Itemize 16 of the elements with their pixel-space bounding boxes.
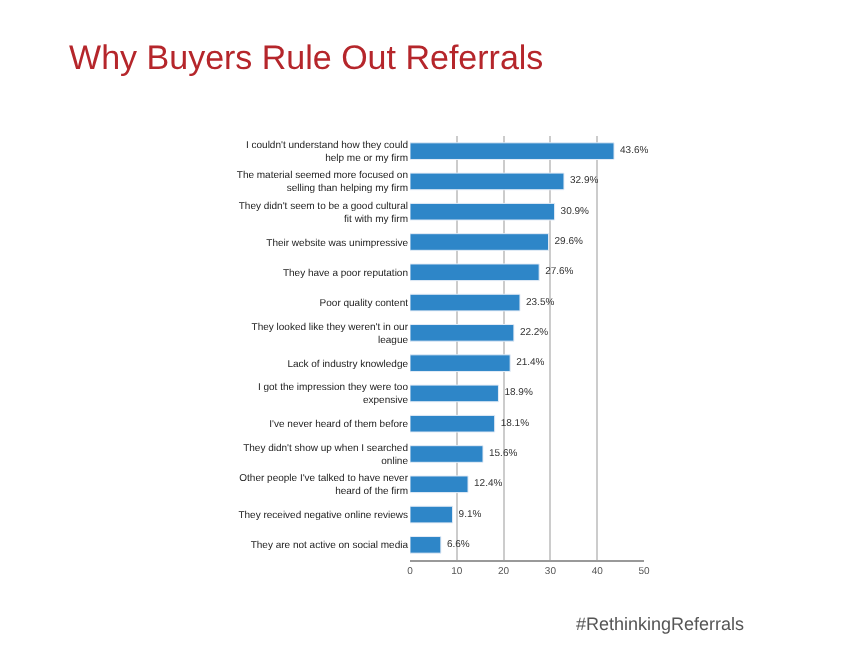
bar (410, 414, 496, 433)
text: #RethinkingReferrals (576, 614, 746, 634)
bar (410, 445, 484, 463)
bar (410, 263, 540, 282)
bar (410, 293, 521, 312)
bar (410, 324, 515, 342)
bar (410, 384, 499, 403)
bar (410, 354, 511, 372)
bar (410, 233, 550, 251)
bar (410, 202, 556, 221)
bar (410, 536, 442, 554)
chart-title: Why Buyers Rule Out Referrals (69, 39, 544, 78)
bar (410, 475, 469, 494)
bar (410, 142, 615, 160)
bar (410, 505, 454, 524)
bar (410, 172, 565, 191)
